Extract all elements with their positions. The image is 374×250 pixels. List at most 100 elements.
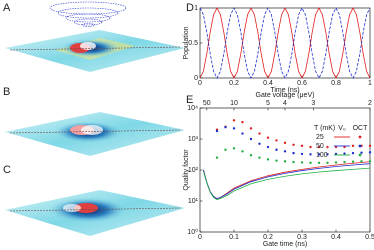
series-dot xyxy=(368,160,372,163)
series-dot xyxy=(360,151,363,154)
series-dot xyxy=(266,145,270,149)
panel-label: C xyxy=(3,164,11,176)
x-tick-label: 0.1 xyxy=(229,234,239,241)
series-dot xyxy=(241,120,244,124)
series-dot xyxy=(249,154,253,157)
x2-tick-label: 5 xyxy=(266,100,270,107)
x-tick-label: 0.2 xyxy=(263,234,273,241)
legend-dot xyxy=(358,135,362,139)
series-dot xyxy=(317,161,321,165)
legend-dot xyxy=(358,153,362,157)
series-dot xyxy=(300,144,304,148)
x-axis-label: Time (ns) xyxy=(270,87,299,94)
y-tick-label: 1 xyxy=(194,5,198,12)
x-tick-label: 0 xyxy=(198,234,202,241)
y-tick-label: 0 xyxy=(194,75,198,82)
series-dot xyxy=(232,119,236,122)
y-tick-label: 10⁴ xyxy=(187,105,198,112)
y-axis-label: Population xyxy=(183,26,190,59)
series-dot xyxy=(249,137,253,141)
series-dot xyxy=(360,160,363,163)
series-dot xyxy=(275,159,278,162)
y-tick-label: 0.5 xyxy=(188,40,198,47)
x2-tick-label: 4 xyxy=(283,100,287,107)
series-dot xyxy=(326,153,329,156)
legend-title: T (mK) xyxy=(314,125,335,132)
series-dot xyxy=(275,139,278,142)
y-tick-label: 10³ xyxy=(188,136,199,143)
series-dot xyxy=(249,127,253,130)
panel-b-render xyxy=(5,112,185,156)
x-tick-label: 0.6 xyxy=(297,80,307,87)
x-tick-label: 0.3 xyxy=(297,234,307,241)
x-tick-label: 0.8 xyxy=(331,80,341,87)
series-dot xyxy=(351,160,355,163)
series-dot xyxy=(326,145,329,149)
legend-dot xyxy=(358,144,362,148)
series-dot xyxy=(232,127,236,130)
series-dot xyxy=(292,160,295,164)
series-dot xyxy=(241,150,244,153)
series-dot xyxy=(368,144,372,148)
series-dot xyxy=(266,158,270,161)
series-dot xyxy=(215,156,219,159)
series-dot xyxy=(300,152,304,156)
series-line xyxy=(203,167,371,201)
series-dot xyxy=(334,161,338,164)
legend-label: 50 xyxy=(316,143,324,150)
x-tick-label: 0.4 xyxy=(331,234,341,241)
x-axis-label: Gate time (ns) xyxy=(263,241,307,248)
series-dot xyxy=(343,152,346,155)
x2-tick-label: 3 xyxy=(311,100,315,107)
series-dot xyxy=(309,161,312,165)
x2-tick-label: 2 xyxy=(368,100,372,107)
series-dot xyxy=(292,151,295,155)
panel-label: B xyxy=(3,86,10,98)
series-dot xyxy=(215,129,219,133)
series-dot xyxy=(283,160,287,163)
x-tick-label: 1 xyxy=(368,80,372,87)
series-dot xyxy=(283,150,287,153)
x-tick-label: 0.4 xyxy=(263,80,273,87)
series-dot xyxy=(317,145,321,149)
panel-label: D xyxy=(186,2,194,14)
series-dot xyxy=(309,145,312,149)
legend-label: 100 xyxy=(316,152,328,159)
series-dot xyxy=(224,126,227,129)
series-dot xyxy=(334,152,338,156)
series-dot xyxy=(258,142,261,146)
panel-a-render xyxy=(5,1,185,72)
series-dot xyxy=(351,144,355,148)
series-dot xyxy=(266,136,270,139)
series-line xyxy=(199,7,371,79)
x2-axis-label: Gate voltage (μeV) xyxy=(256,92,315,99)
x-tick-label: 0 xyxy=(198,80,202,87)
y-axis-label: Quality factor xyxy=(183,149,190,191)
series-dot xyxy=(368,151,372,154)
series-line xyxy=(199,7,371,79)
panel-label: E xyxy=(186,94,193,106)
series-dot xyxy=(351,151,355,155)
series-dot xyxy=(343,160,346,164)
legend-column: V₀ xyxy=(338,125,346,132)
series-dot xyxy=(224,148,227,151)
series-dot xyxy=(275,148,278,151)
legend-column: OCT xyxy=(353,125,369,132)
series-dot xyxy=(283,141,287,145)
series-dot xyxy=(317,153,321,156)
panel-c-render xyxy=(5,190,185,236)
x-tick-label: 0.5 xyxy=(365,234,374,241)
series-dot xyxy=(241,132,244,135)
y-tick-label: 10¹ xyxy=(188,198,199,205)
y-tick-label: 10² xyxy=(188,167,199,174)
series-dot xyxy=(258,156,261,159)
series-dot xyxy=(258,132,261,135)
series-dot xyxy=(300,161,304,164)
series-dot xyxy=(326,161,329,165)
x2-tick-label: 50 xyxy=(203,100,211,107)
y-tick-label: 10⁰ xyxy=(187,228,198,236)
series-line xyxy=(203,163,371,199)
legend-label: 25 xyxy=(316,134,324,141)
